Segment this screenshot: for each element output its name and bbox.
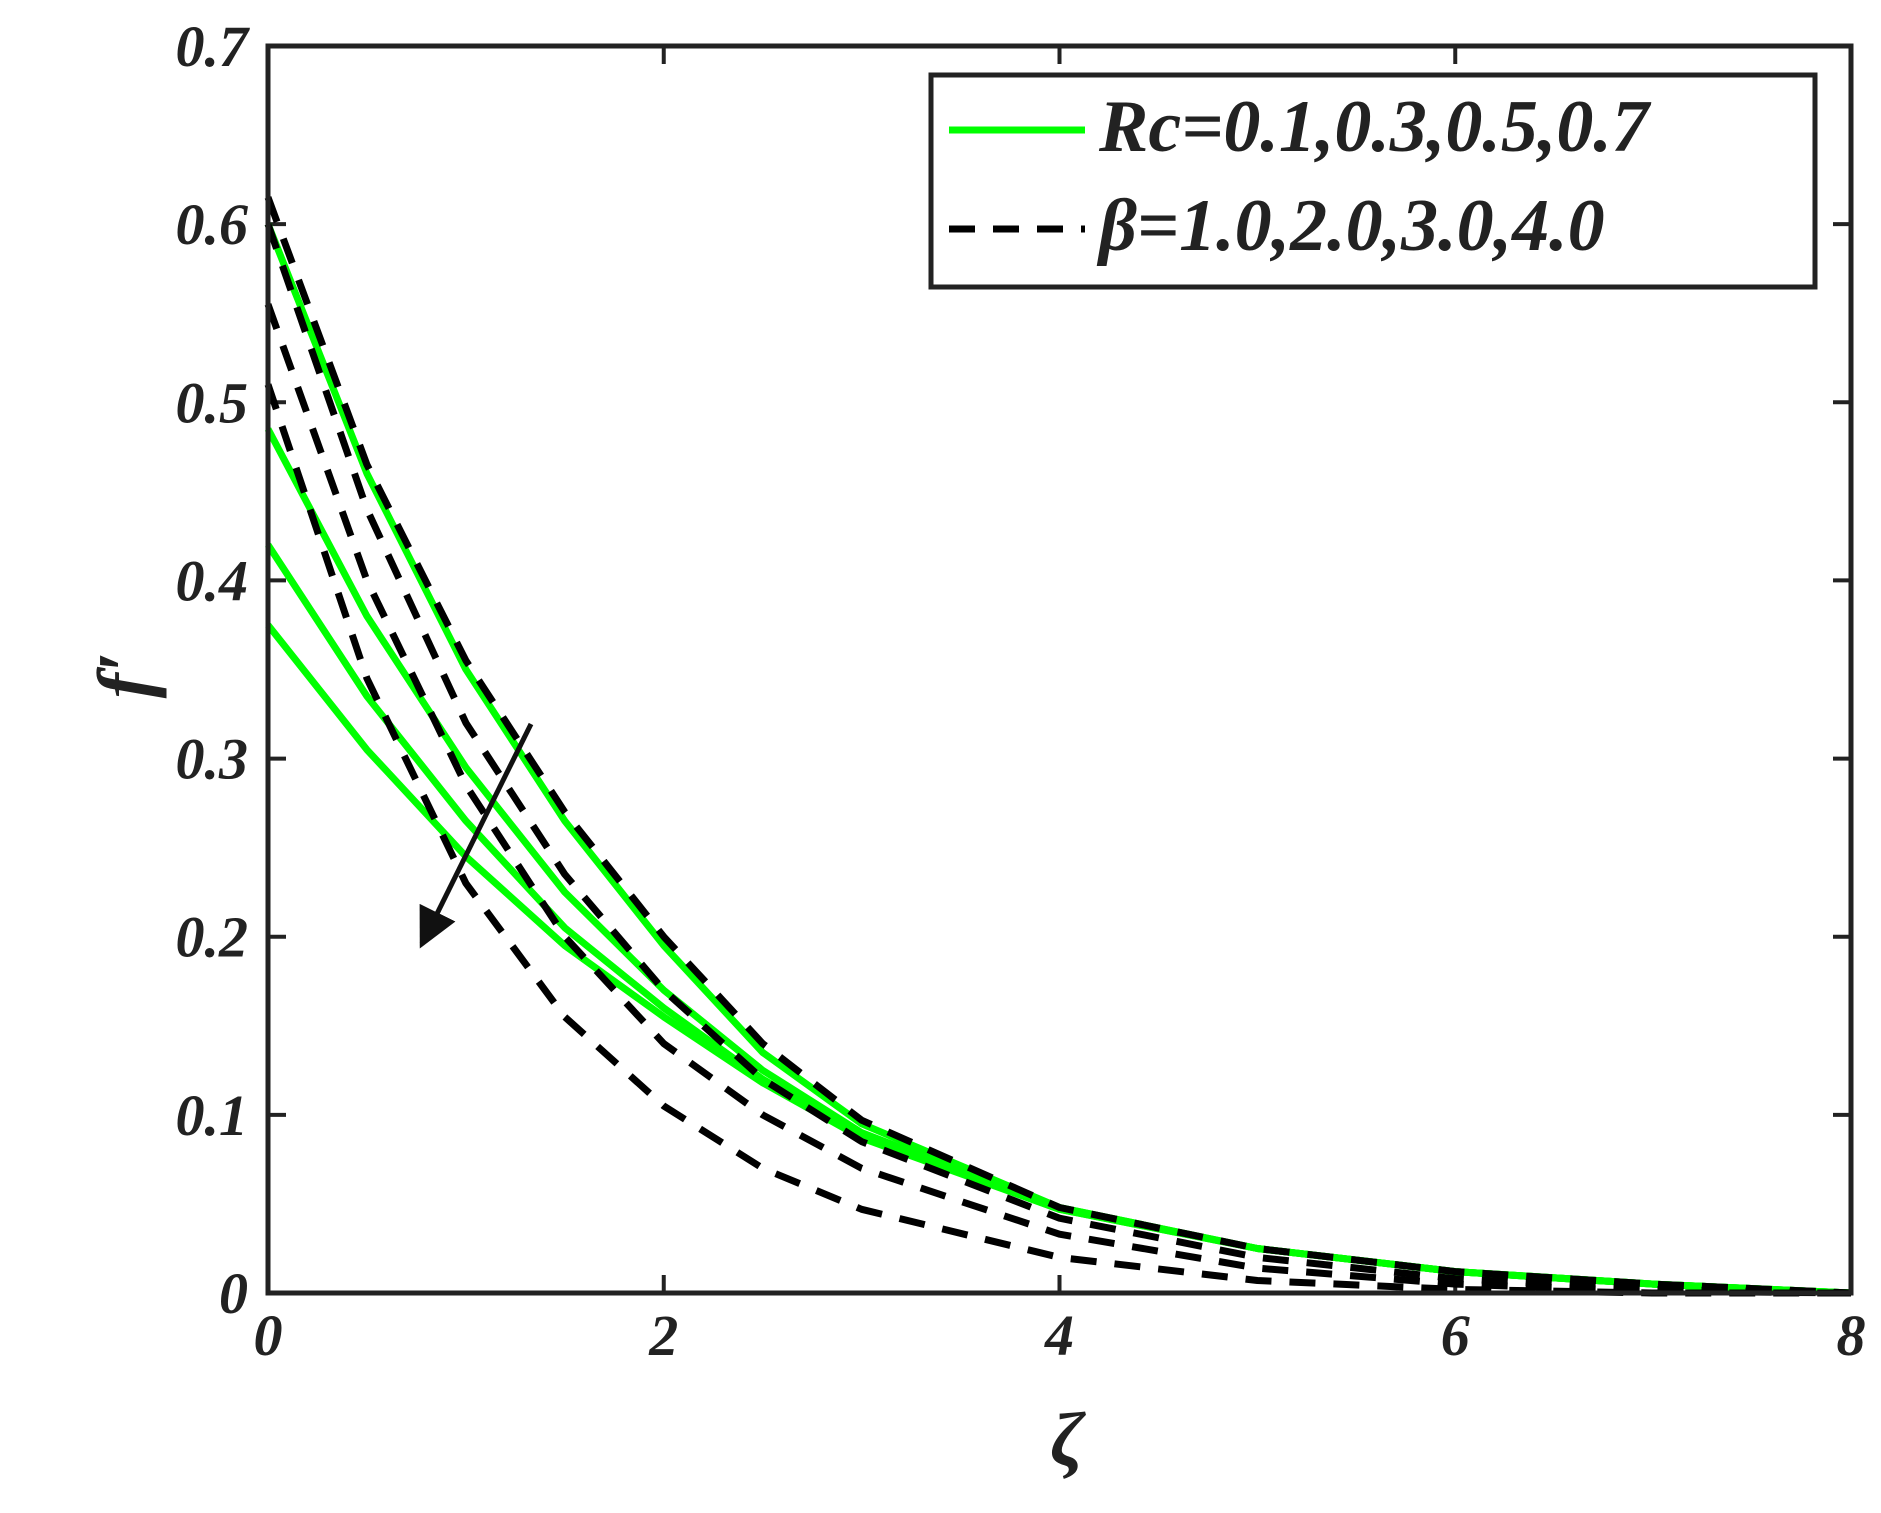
curve xyxy=(264,222,1852,1297)
legend-box xyxy=(928,72,1818,290)
x-tick-label: 6 xyxy=(1441,1303,1470,1368)
legend-label: β=1.0,2.0,3.0,4.0 xyxy=(1096,185,1605,267)
y-tick-label: 0.4 xyxy=(176,548,249,613)
x-axis-label: ζ xyxy=(1050,1398,1086,1482)
legend: Rc=0.1,0.3,0.5,0.7 β=1.0,2.0,3.0,4.0 xyxy=(928,72,1818,290)
y-tick-label: 0.3 xyxy=(176,727,249,792)
curve xyxy=(264,383,1851,1297)
y-tick-label: 0.7 xyxy=(176,14,251,79)
x-tick-label: 0 xyxy=(254,1303,283,1368)
y-tick-label: 0.1 xyxy=(176,1083,249,1148)
x-tick-label: 2 xyxy=(648,1303,678,1368)
x-tick-label: 8 xyxy=(1837,1303,1866,1368)
legend-label: Rc=0.1,0.3,0.5,0.7 xyxy=(1098,86,1652,168)
y-tick-label: 0.6 xyxy=(176,192,249,257)
curve xyxy=(264,196,1852,1297)
curve xyxy=(264,303,1852,1297)
y-tick-label: 0.5 xyxy=(176,370,249,435)
x-tick-label: 4 xyxy=(1044,1303,1074,1368)
plot-frame xyxy=(265,43,1854,1296)
y-axis-label: f′ xyxy=(83,652,167,699)
y-tick-label: 0 xyxy=(219,1261,248,1326)
arrow xyxy=(419,722,534,949)
y-tick-label: 0.2 xyxy=(176,905,249,970)
